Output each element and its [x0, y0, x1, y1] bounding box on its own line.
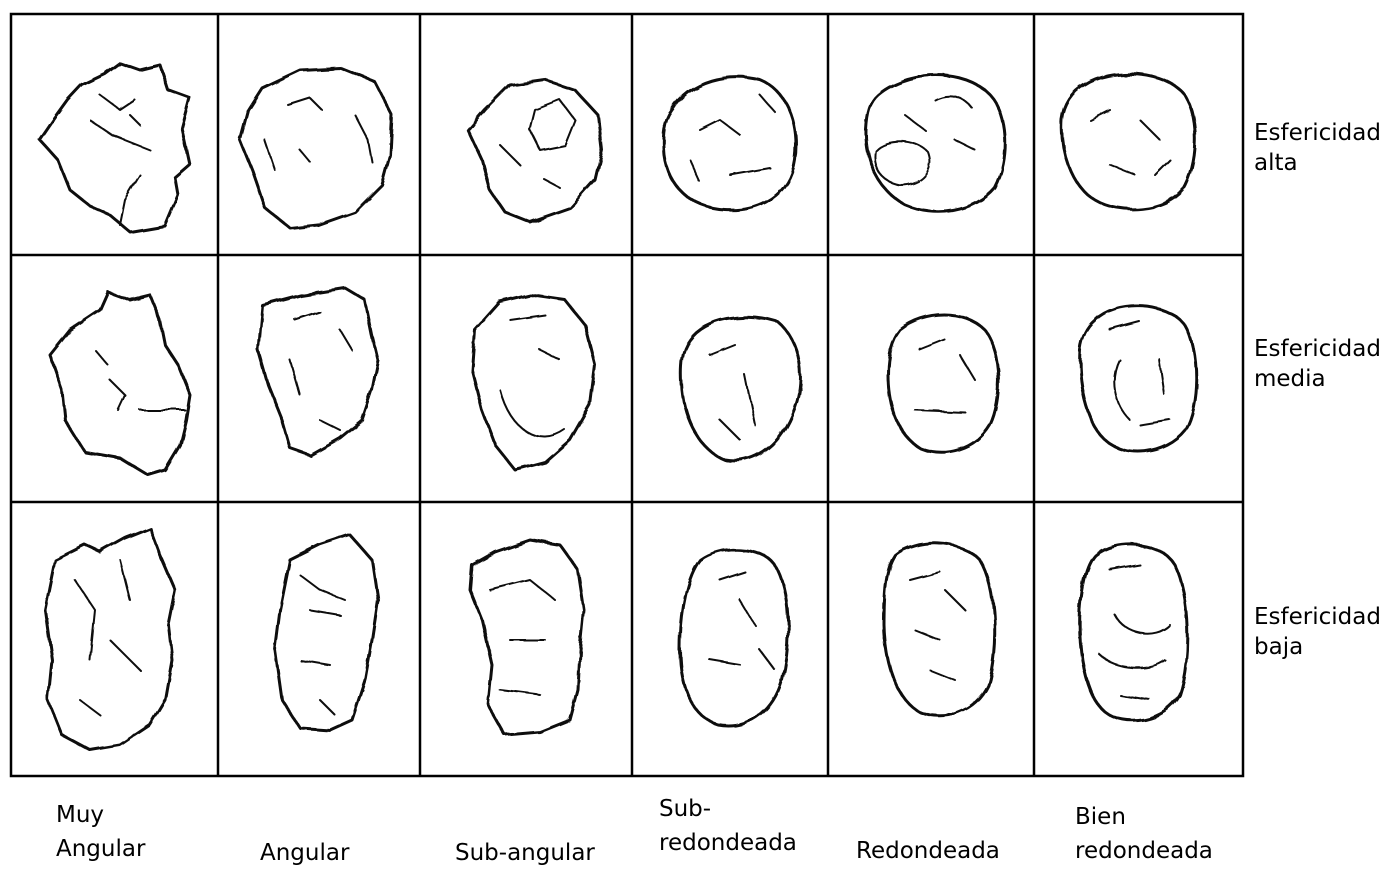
col-label-very-angular: Muy Angular	[56, 798, 145, 866]
col-label-subrounded-line2: redondeada	[659, 830, 797, 856]
row-label-low-line1: Esfericidad	[1254, 604, 1381, 630]
grain-subrounded-high	[661, 75, 798, 212]
col-label-angular-line1: Angular	[260, 840, 350, 866]
grain-well-rounded-high	[1060, 72, 1197, 211]
grain-angular-medium	[256, 286, 380, 457]
grain-well-rounded-low	[1078, 542, 1190, 723]
grain-angular-high	[238, 66, 394, 230]
col-label-very-angular-line1: Muy	[56, 802, 105, 828]
row-label-high-line1: Esfericidad	[1254, 120, 1381, 146]
row-label-high: Esfericidad alta	[1254, 118, 1381, 178]
grain-rounded-high	[864, 74, 1007, 214]
row-label-medium-line2: media	[1254, 366, 1326, 392]
row-label-medium: Esfericidad media	[1254, 334, 1381, 394]
grain-rounded-low	[882, 541, 997, 718]
row-label-medium-line1: Esfericidad	[1254, 336, 1381, 362]
col-label-rounded-line1: Redondeada	[856, 838, 1000, 864]
col-label-angular: Angular	[260, 836, 349, 870]
grain-subrounded-low	[678, 547, 790, 728]
grain-rounded-medium	[886, 313, 1000, 454]
grain-subangular-high	[466, 78, 604, 224]
grain-subangular-medium	[470, 293, 597, 472]
col-label-subrounded-line1: Sub-	[659, 796, 712, 822]
row-label-low: Esfericidad baja	[1254, 602, 1381, 662]
col-label-very-angular-line2: Angular	[56, 836, 146, 862]
col-label-subrounded: Sub- redondeada	[659, 792, 797, 860]
grain-angular-low	[273, 533, 380, 732]
col-label-subangular-line1: Sub-angular	[455, 840, 595, 866]
row-label-high-line2: alta	[1254, 150, 1298, 176]
grain-subangular-low	[468, 538, 586, 737]
col-label-well-rounded: Bien redondeada	[1075, 800, 1213, 868]
grain-very-angular-high	[38, 61, 192, 234]
grain-well-rounded-medium	[1078, 304, 1198, 453]
grain-subrounded-medium	[679, 315, 802, 463]
col-label-well-rounded-line2: redondeada	[1075, 838, 1213, 864]
col-label-well-rounded-line1: Bien	[1075, 804, 1126, 830]
grain-very-angular-low	[43, 526, 177, 752]
grain-very-angular-medium	[48, 290, 192, 477]
row-label-low-line2: baja	[1254, 634, 1304, 660]
col-label-subangular: Sub-angular	[455, 836, 595, 870]
grid-lines	[9, 12, 1245, 778]
col-label-rounded: Redondeada	[856, 834, 1000, 868]
